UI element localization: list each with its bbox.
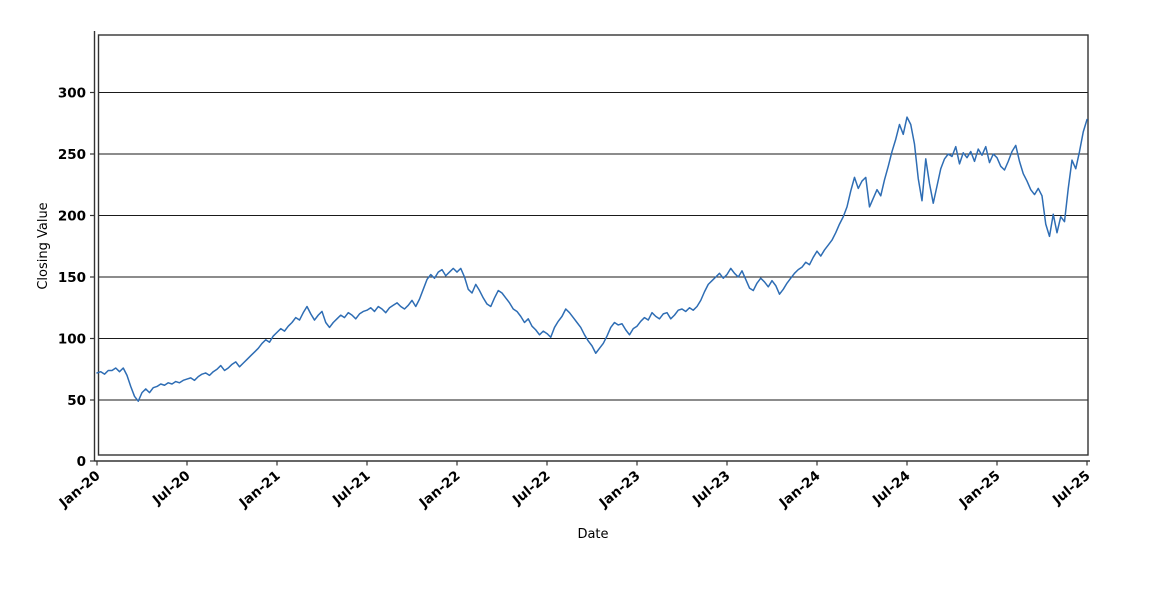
y-tick-marks <box>90 91 95 462</box>
svg-text:Jan-25: Jan-25 <box>956 468 1004 512</box>
y-axis-title: Closing Value <box>36 202 51 289</box>
svg-text:0: 0 <box>77 454 86 470</box>
x-axis-title: Date <box>577 527 608 542</box>
svg-text:Jul-21: Jul-21 <box>329 468 373 509</box>
svg-text:100: 100 <box>58 332 86 348</box>
svg-text:Jul-25: Jul-25 <box>1049 468 1093 509</box>
svg-text:Jul-24: Jul-24 <box>869 468 913 509</box>
svg-text:200: 200 <box>58 209 86 225</box>
svg-text:300: 300 <box>58 86 86 102</box>
svg-text:250: 250 <box>58 147 86 163</box>
svg-text:Jul-23: Jul-23 <box>689 468 733 509</box>
svg-text:Jan-23: Jan-23 <box>596 468 644 512</box>
plot-frame <box>97 34 1089 456</box>
svg-text:Jan-22: Jan-22 <box>416 468 464 512</box>
svg-text:Jan-21: Jan-21 <box>236 468 284 512</box>
axis-spines <box>93 31 1090 462</box>
gridlines <box>98 92 1088 401</box>
y-tick-labels: 0 50 100 150 200 250 300 <box>58 86 86 471</box>
x-tick-marks <box>96 461 1088 466</box>
closing-value-line <box>96 116 1088 402</box>
svg-text:Jan-20: Jan-20 <box>56 468 104 512</box>
svg-text:50: 50 <box>67 393 86 409</box>
svg-text:150: 150 <box>58 270 86 286</box>
svg-text:Jan-24: Jan-24 <box>776 468 824 512</box>
svg-text:Jul-20: Jul-20 <box>149 468 193 509</box>
x-tick-labels: Jan-20 Jul-20 Jan-21 Jul-21 Jan-22 Jul-22 Jan-… <box>56 468 1094 512</box>
svg-text:Jul-22: Jul-22 <box>509 468 553 509</box>
